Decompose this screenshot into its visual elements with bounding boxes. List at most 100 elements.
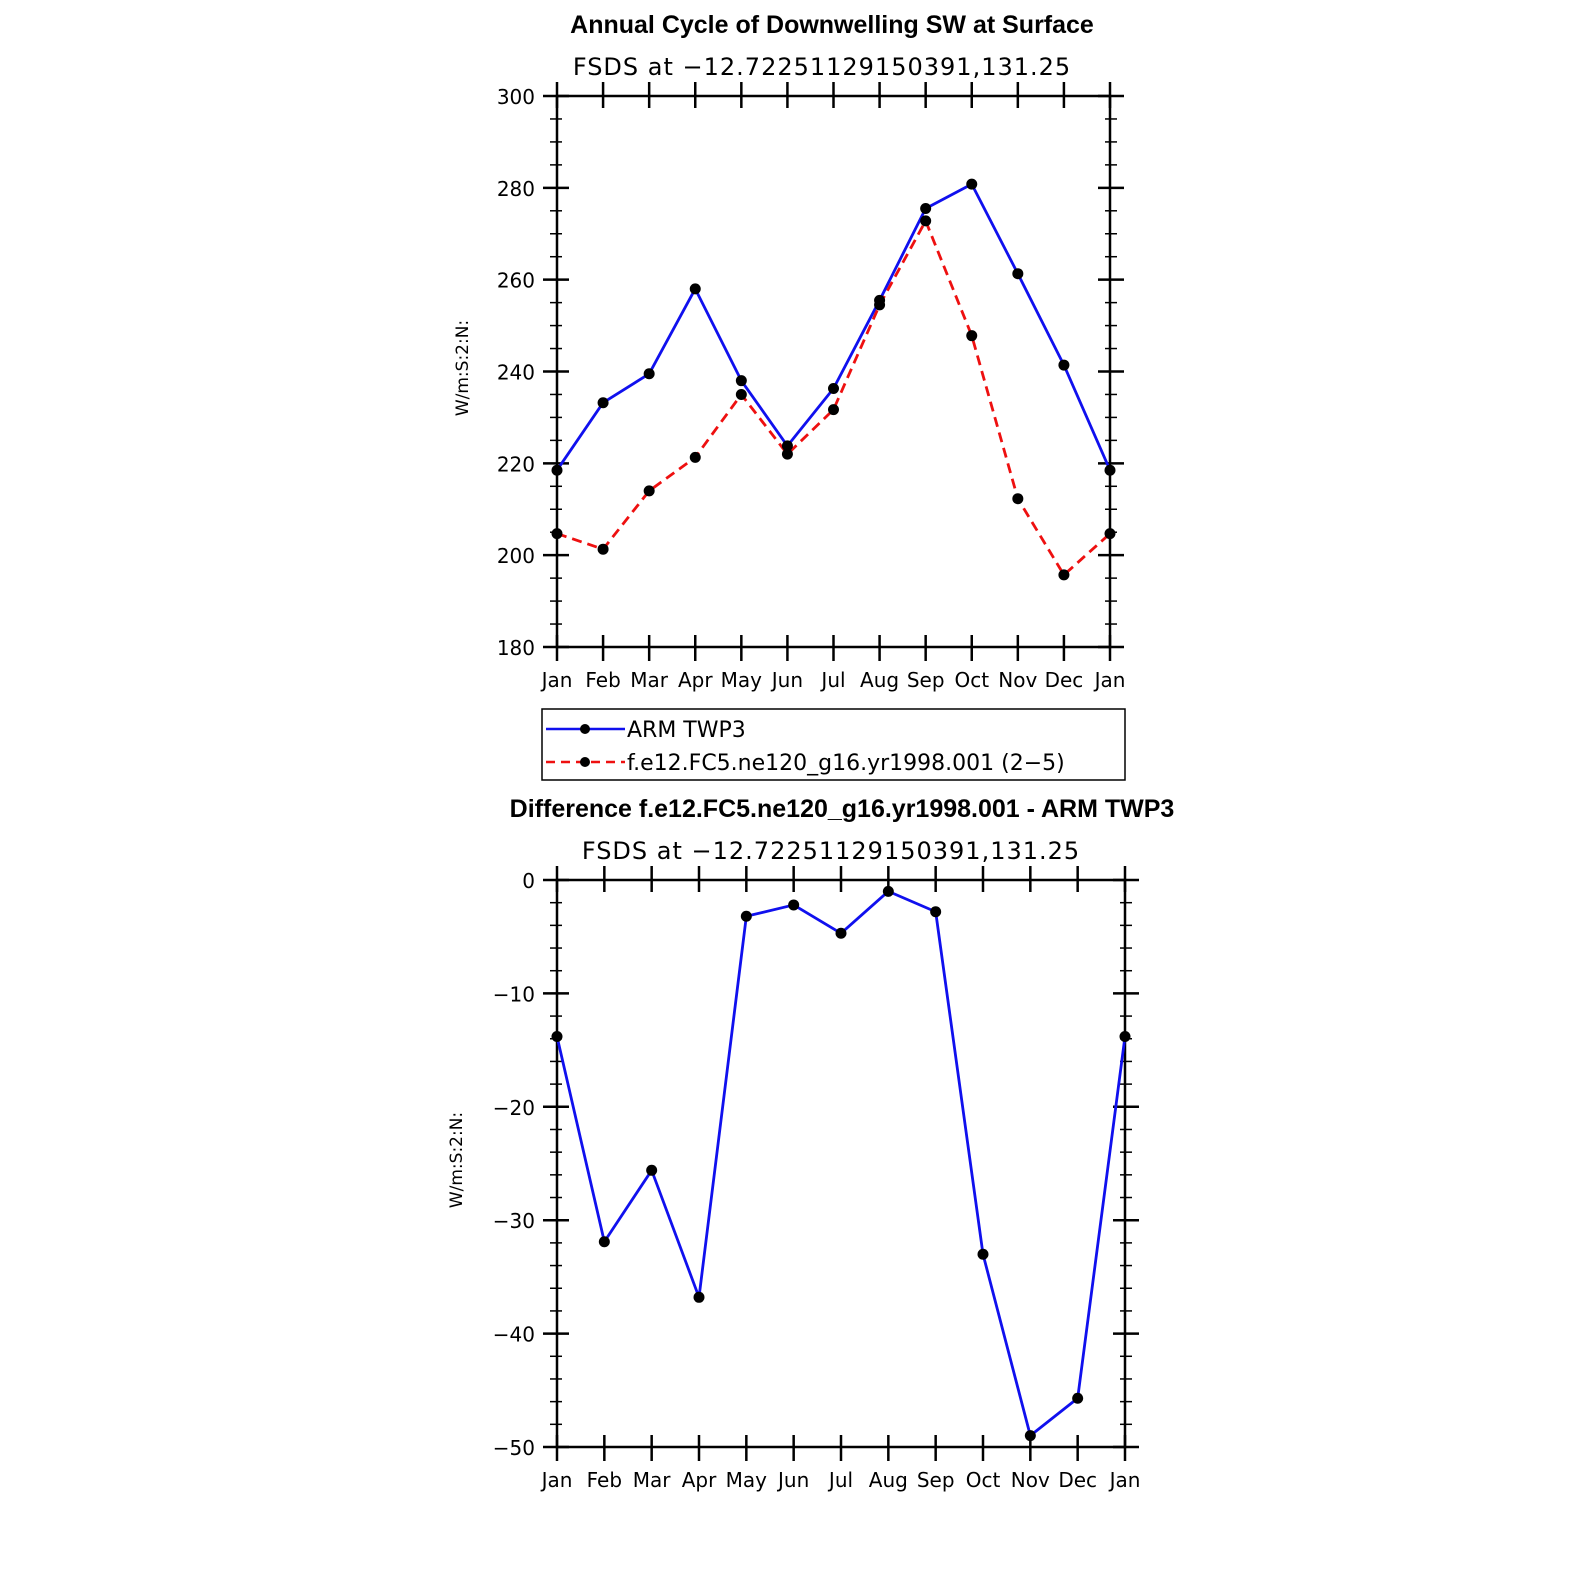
- y-tick-label: 200: [497, 544, 535, 568]
- chart-1-title: Annual Cycle of Downwelling SW at Surfac…: [570, 11, 1094, 39]
- legend-marker-arm: [580, 724, 590, 734]
- y-tick-label: −50: [493, 1436, 535, 1460]
- y-tick-label: 0: [522, 869, 535, 893]
- x-tick-label: May: [726, 1468, 768, 1492]
- data-point: [920, 215, 932, 227]
- chart-2-y-axis-label: W/m:S:2:N:: [447, 1112, 467, 1208]
- chart-2-x-tick-labels: Jan Feb Mar Apr May Jun Jul Aug Sep Oct Nov Dec Jan: [540, 1468, 1141, 1492]
- data-point: [689, 451, 701, 463]
- y-tick-label: −30: [493, 1209, 535, 1233]
- x-tick-label: Sep: [917, 1468, 955, 1492]
- y-tick-label: 180: [497, 636, 535, 660]
- data-point: [966, 178, 978, 190]
- x-tick-label: Jun: [770, 668, 803, 692]
- series-line-2: [556, 219, 1111, 577]
- data-point: [693, 1291, 705, 1303]
- data-point: [920, 202, 932, 214]
- data-point: [1058, 359, 1070, 371]
- data-point: [551, 1030, 563, 1042]
- data-point: [788, 899, 800, 911]
- y-tick-label: 260: [497, 269, 535, 293]
- x-tick-label: Jan: [540, 668, 573, 692]
- data-point: [643, 485, 655, 497]
- data-point: [781, 440, 793, 452]
- data-point: [689, 283, 701, 295]
- x-tick-label: Mar: [630, 668, 669, 692]
- x-tick-label: Sep: [907, 668, 945, 692]
- data-point: [882, 885, 894, 897]
- y-tick-label: 240: [497, 361, 535, 385]
- data-point: [735, 388, 747, 400]
- data-point: [597, 397, 609, 409]
- data-point: [735, 375, 747, 387]
- y-tick-label: −20: [493, 1096, 535, 1120]
- x-tick-label: Oct: [966, 1468, 1001, 1492]
- chart-2-plot-frame: [555, 878, 1127, 1449]
- y-tick-label: 300: [497, 85, 535, 109]
- panel-difference: Difference f.e12.FC5.ne120_g16.yr1998.00…: [447, 795, 1174, 1492]
- legend: ARM TWP3 f.e12.FC5.ne120_g16.yr1998.001 …: [541, 708, 1126, 781]
- legend-label-model: f.e12.FC5.ne120_g16.yr1998.001 (2−5): [627, 751, 1065, 776]
- data-point: [1058, 569, 1070, 581]
- x-tick-label: Feb: [587, 1468, 622, 1492]
- x-tick-label: Jul: [827, 1468, 853, 1492]
- panel-annual-cycle: Annual Cycle of Downwelling SW at Surfac…: [453, 11, 1125, 692]
- chart-1-x-tick-labels: Jan Feb Mar Apr May Jun Jul Aug Sep Oct Nov Dec Jan: [540, 668, 1126, 692]
- x-tick-label: May: [721, 668, 763, 692]
- chart-2-data-points: [551, 885, 1131, 1442]
- data-point: [828, 382, 839, 394]
- legend-label-arm: ARM TWP3: [627, 718, 746, 743]
- chart-2-series-lines: [555, 889, 1127, 1438]
- data-point: [874, 299, 886, 311]
- chart-1-ticks: [543, 82, 1124, 661]
- chart-2-subtitle: FSDS at −12.72251129150391,131.25: [582, 837, 1080, 865]
- x-tick-label: Oct: [954, 668, 989, 692]
- chart-2-title: Difference f.e12.FC5.ne120_g16.yr1998.00…: [510, 795, 1175, 823]
- x-tick-label: Aug: [869, 1468, 908, 1492]
- data-point: [643, 368, 655, 380]
- data-point: [740, 910, 752, 922]
- data-point: [646, 1164, 658, 1176]
- data-point: [828, 404, 839, 416]
- x-tick-label: Apr: [682, 1468, 717, 1492]
- x-tick-label: Jan: [540, 1468, 573, 1492]
- data-point: [1104, 464, 1116, 476]
- data-point: [977, 1248, 989, 1260]
- series-line-1: [555, 182, 1112, 472]
- data-point: [930, 906, 942, 918]
- legend-marker-model: [580, 757, 590, 767]
- series-line-1: [555, 889, 1127, 1438]
- data-point: [1012, 268, 1024, 280]
- x-tick-label: Nov: [998, 668, 1037, 692]
- x-tick-label: Feb: [585, 668, 620, 692]
- chart-2-ticks: [543, 866, 1139, 1461]
- chart-1-subtitle: FSDS at −12.72251129150391,131.25: [573, 53, 1071, 81]
- chart-1-y-tick-labels: 180 200 220 240 260 280 300: [497, 85, 535, 660]
- x-tick-label: Dec: [1058, 1468, 1097, 1492]
- chart-1-plot-frame: [555, 94, 1112, 649]
- chart-1-y-axis-label: W/m:S:2:N:: [453, 320, 473, 416]
- chart-2-y-tick-labels: −50 −40 −30 −20 −10 0: [493, 869, 535, 1460]
- data-point: [1119, 1030, 1131, 1042]
- x-tick-label: Jul: [819, 668, 845, 692]
- x-tick-label: Jan: [1093, 668, 1126, 692]
- x-tick-label: Dec: [1045, 668, 1084, 692]
- y-tick-label: −10: [493, 982, 535, 1006]
- data-point: [781, 448, 793, 460]
- data-point: [597, 543, 609, 555]
- x-tick-label: Nov: [1011, 1468, 1050, 1492]
- data-point: [1104, 528, 1116, 540]
- x-tick-label: Jun: [776, 1468, 809, 1492]
- data-point: [1024, 1430, 1036, 1442]
- y-tick-label: 280: [497, 177, 535, 201]
- data-point: [1012, 493, 1024, 505]
- data-point: [598, 1236, 610, 1248]
- y-tick-label: 220: [497, 452, 535, 476]
- data-point: [966, 330, 978, 342]
- x-tick-label: Aug: [860, 668, 899, 692]
- y-tick-label: −40: [493, 1323, 535, 1347]
- x-tick-label: Apr: [678, 668, 713, 692]
- x-tick-label: Jan: [1108, 1468, 1141, 1492]
- data-point: [1072, 1392, 1084, 1404]
